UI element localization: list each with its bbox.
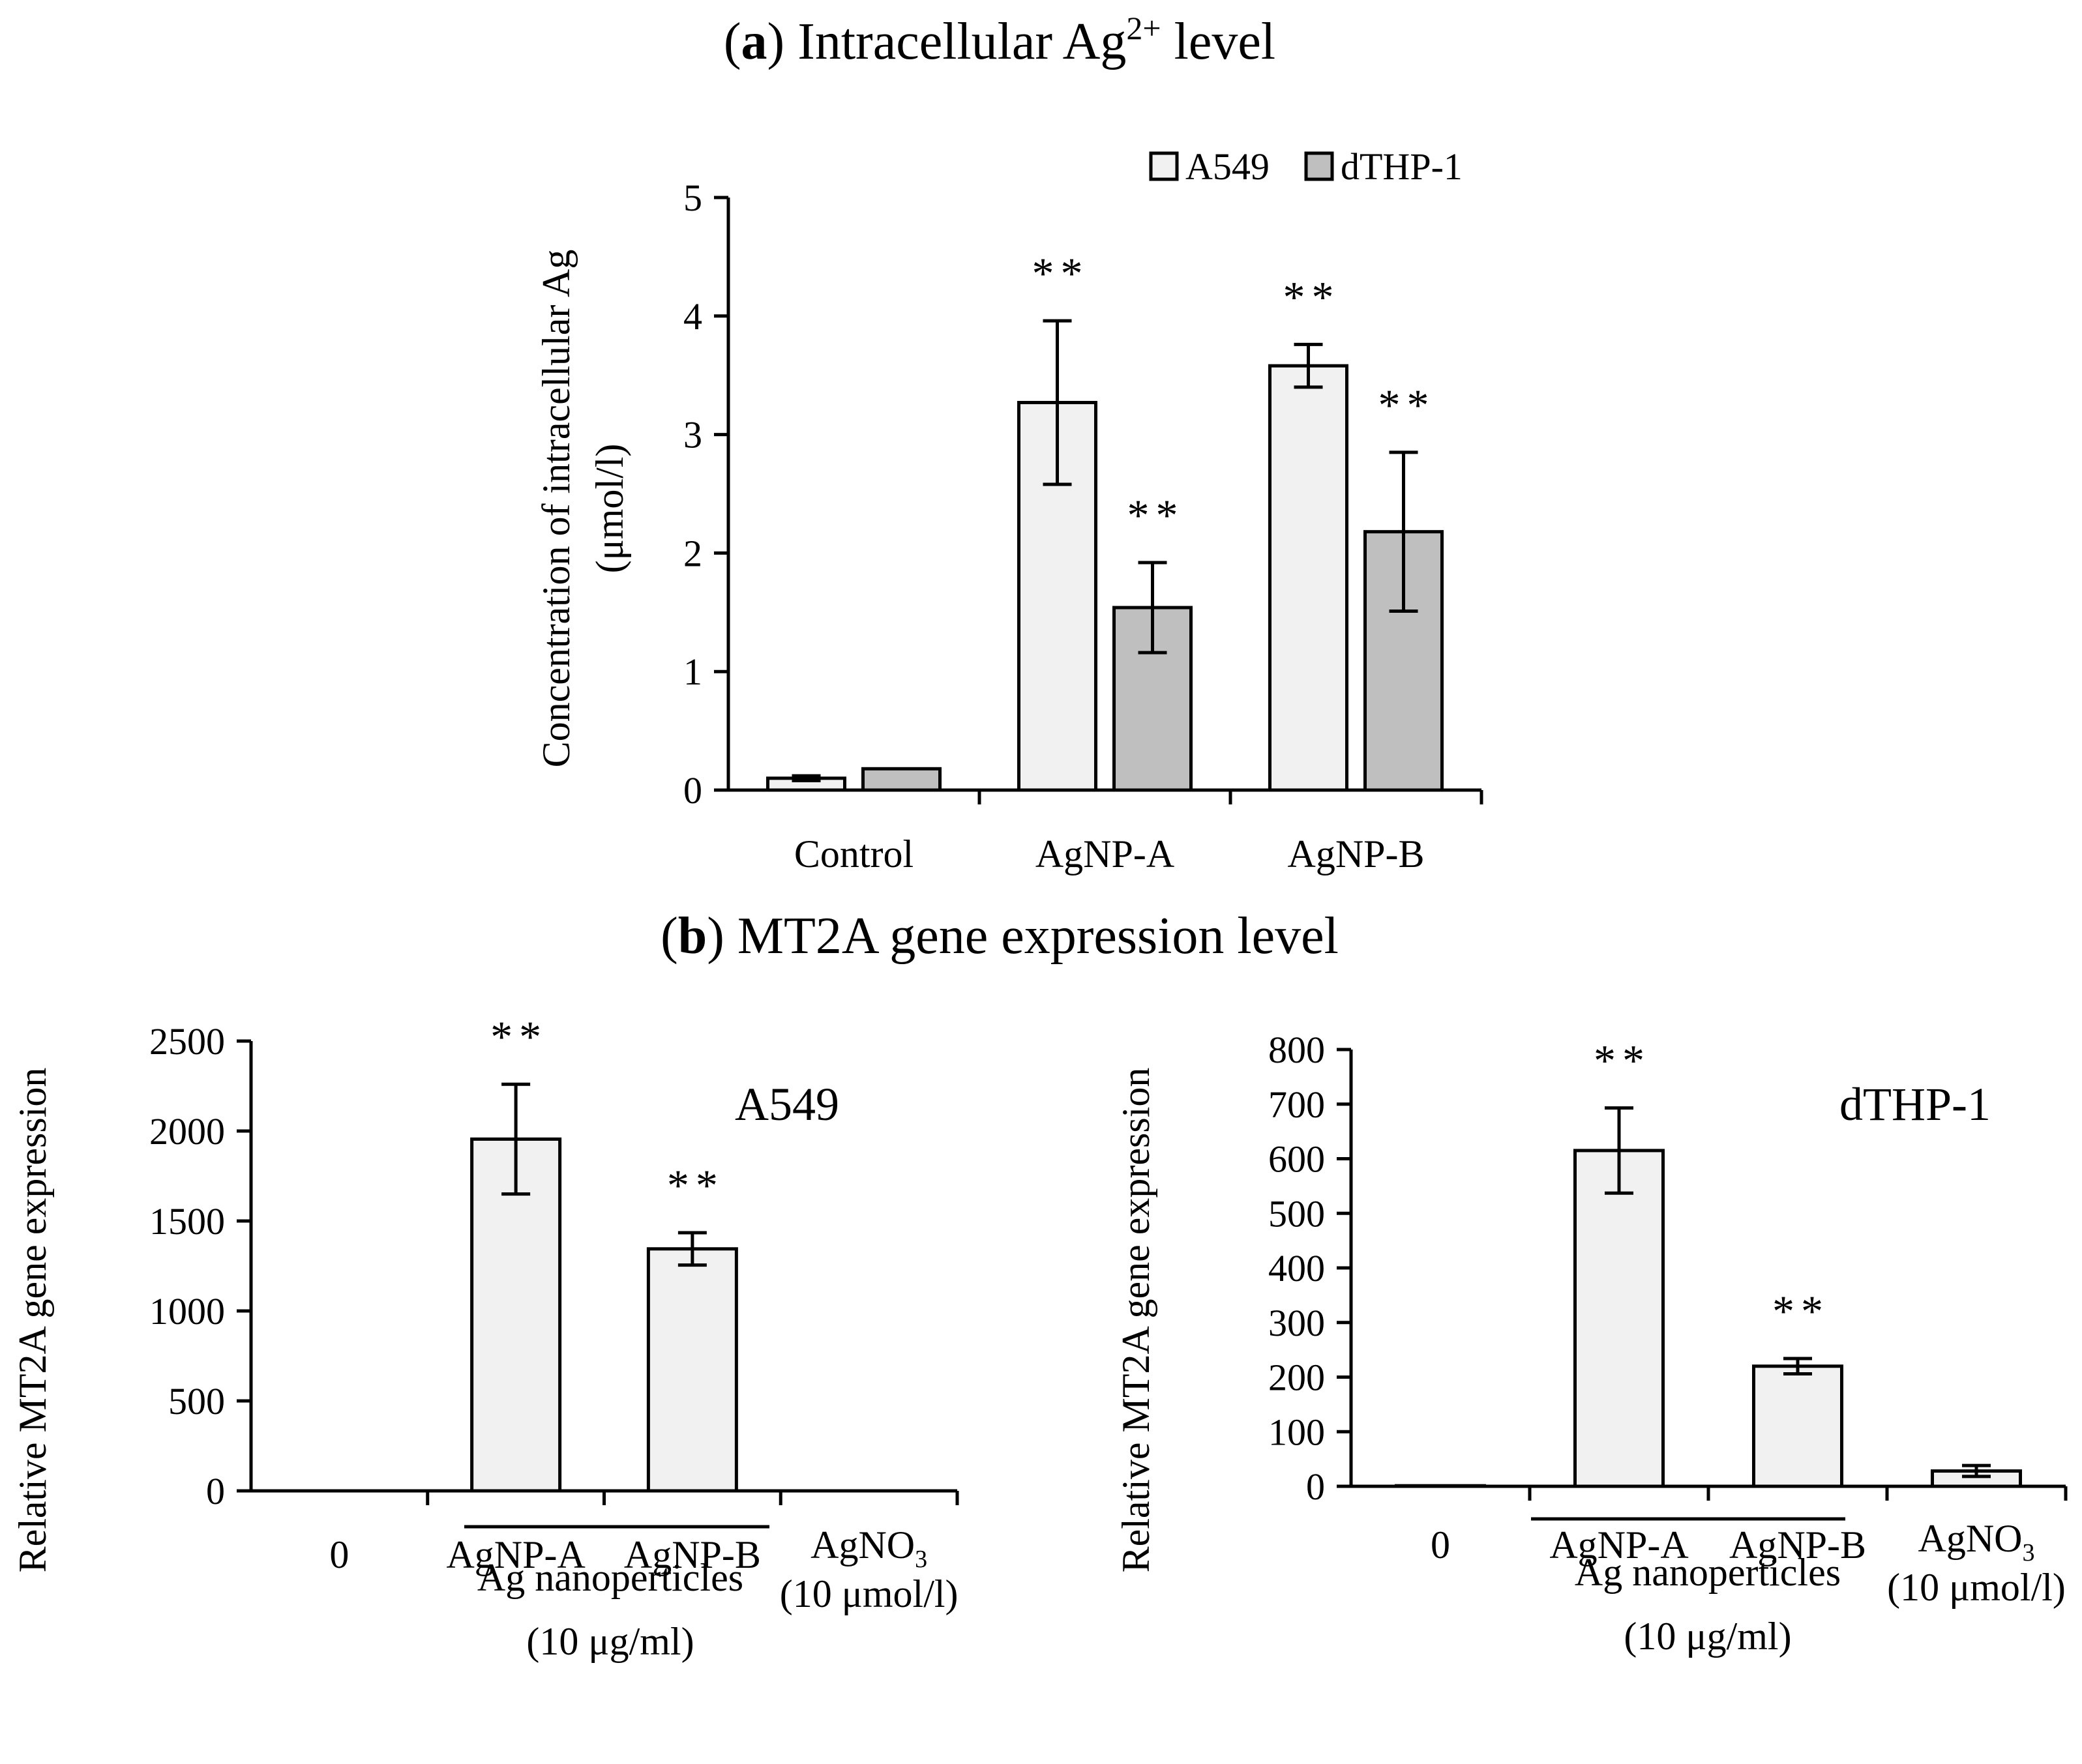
chart-b1-ytick-label: 1500 <box>149 1200 225 1242</box>
chart-b1-ytick-label: 500 <box>168 1380 225 1422</box>
chart-b2-ytick-label: 100 <box>1268 1411 1325 1453</box>
legend-label-a549: A549 <box>1185 145 1270 188</box>
chart-b1-category-label-agno3: AgNO3 <box>810 1523 927 1573</box>
panel-b-letter: b <box>678 907 707 965</box>
chart-a-bar-dthp-1 <box>861 767 942 792</box>
chart-b2-ytick-label: 700 <box>1268 1083 1325 1126</box>
chart-a-ytick-label: 3 <box>683 414 702 456</box>
chart-a-significance: ** <box>1127 490 1185 540</box>
chart-b1-category-label: AgNP-B <box>624 1533 761 1576</box>
chart-b2-bar <box>1573 1149 1665 1488</box>
chart-b1-ytick-label: 0 <box>206 1470 225 1512</box>
chart-b2-agno3-concentration: (10 μmol/l) <box>1887 1566 2066 1609</box>
chart-b1-ytick-label: 1000 <box>149 1290 225 1332</box>
panel-a-title: (a) Intracellular Ag2+ level <box>724 10 1275 70</box>
chart-b2-ytick-label: 800 <box>1268 1029 1325 1071</box>
chart-b2-agno3-subscript: 3 <box>2023 1539 2035 1566</box>
chart-a-legend: A549 dTHP-1 <box>1149 145 1463 188</box>
chart-b1-group-label-line2: (10 μg/ml) <box>526 1620 694 1663</box>
chart-a-ytick-label: 1 <box>683 651 702 693</box>
chart-b1-bar <box>470 1137 562 1493</box>
chart-a-ylabel-line1: Concentration of intracellular Ag <box>535 250 578 768</box>
panel-a-title-suffix: level <box>1174 13 1275 70</box>
chart-b2-group-label-line1: Ag nanoperticles <box>1575 1551 1841 1594</box>
chart-b2-ytick-label: 300 <box>1268 1302 1325 1344</box>
chart-b2-agno3-main: AgNO <box>1918 1517 2023 1560</box>
chart-b1-ylabel: Relative MT2A gene expression <box>11 1068 54 1573</box>
chart-b1-bar <box>646 1247 738 1493</box>
chart-b2-group-label-line2: (10 μg/ml) <box>1624 1615 1791 1658</box>
panel-a-title-text: Intracellular Ag <box>797 13 1126 70</box>
chart-b2-ylabel: Relative MT2A gene expression <box>1114 1068 1157 1573</box>
chart-a-significance: ** <box>1378 380 1436 430</box>
chart-a-ytick-label: 2 <box>683 532 702 574</box>
chart-b1-significance: ** <box>490 1012 548 1061</box>
chart-b1-category-label: AgNP-A <box>446 1533 585 1576</box>
panel-b-title: (b) MT2A gene expression level <box>661 907 1339 965</box>
chart-b1-ytick-label: 2000 <box>149 1110 225 1153</box>
chart-b2-bar <box>1752 1364 1843 1488</box>
chart-a-category-label: AgNP-B <box>1287 832 1424 875</box>
chart-a-ytick-label: 5 <box>683 177 702 219</box>
chart-b2-significance: ** <box>1594 1036 1651 1085</box>
chart-b1-agno3-subscript: 3 <box>915 1546 927 1573</box>
chart-b1-agno3-main: AgNO <box>810 1523 915 1566</box>
panel-b-title-text: MT2A gene expression level <box>737 907 1339 965</box>
chart-a-category-label: Control <box>794 832 914 875</box>
legend-swatch-a549 <box>1149 151 1179 181</box>
chart-b2-ytick-label: 500 <box>1268 1192 1325 1235</box>
chart-b2-category-label: AgNP-B <box>1729 1523 1866 1566</box>
chart-b2-inset-title: dTHP-1 <box>1839 1078 1991 1130</box>
chart-b2-category-label: AgNP-A <box>1549 1523 1688 1566</box>
panel-a-superscript: 2+ <box>1126 10 1161 46</box>
chart-b2-category-label: 0 <box>1431 1523 1450 1566</box>
chart-b1-group-label-line1: Ag nanoperticles <box>477 1556 743 1599</box>
chart-a-category-label: AgNP-A <box>1035 832 1174 875</box>
chart-b2-ytick-label: 600 <box>1268 1138 1325 1181</box>
legend-swatch-dthp1 <box>1304 151 1334 181</box>
charts-layer: 0 1 2 3 4 5 Control AgNP-A ** ** AgNP-B ** ** 0 500 100… <box>149 177 2068 1615</box>
chart-b2-category-label-agno3: AgNO3 <box>1918 1517 2035 1566</box>
chart-a-significance: ** <box>1032 248 1090 298</box>
chart-a-significance: ** <box>1283 272 1341 321</box>
chart-a-ytick-label: 0 <box>683 769 702 812</box>
chart-b2-significance: ** <box>1772 1286 1830 1336</box>
chart-b2-ytick-label: 200 <box>1268 1357 1325 1399</box>
chart-b1-ytick-label: 2500 <box>149 1020 225 1063</box>
chart-b2-ytick-label: 400 <box>1268 1247 1325 1289</box>
chart-b1-agno3-concentration: (10 μmol/l) <box>780 1572 959 1615</box>
legend-label-dthp1: dTHP-1 <box>1341 145 1463 188</box>
chart-a-ylabel-line2: (μmol/l) <box>588 444 631 574</box>
chart-a-bar-a549 <box>1268 364 1348 792</box>
panel-a-title-space <box>1161 13 1174 70</box>
panel-a-letter: a <box>741 13 767 70</box>
chart-a-ytick-label: 4 <box>683 295 702 338</box>
chart-b1-inset-title: A549 <box>735 1078 839 1130</box>
chart-b2-ytick-label: 0 <box>1306 1465 1325 1508</box>
chart-b1-category-label: 0 <box>329 1533 349 1576</box>
chart-b1-significance: ** <box>667 1160 724 1210</box>
